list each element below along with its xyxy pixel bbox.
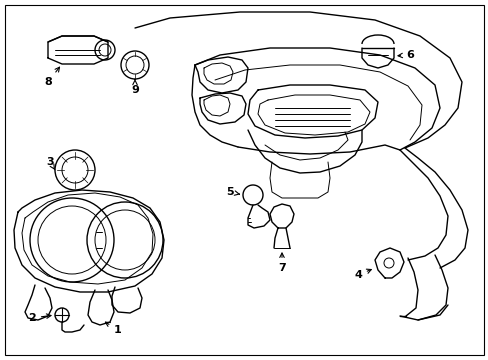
Text: 6: 6 <box>397 50 413 60</box>
Text: 3: 3 <box>46 157 55 170</box>
Text: 8: 8 <box>44 67 60 87</box>
Text: 4: 4 <box>353 269 370 280</box>
Text: 7: 7 <box>278 253 285 273</box>
Text: 1: 1 <box>105 322 122 335</box>
Text: 5: 5 <box>226 187 239 197</box>
Text: 9: 9 <box>131 80 139 95</box>
Text: 2: 2 <box>28 313 51 323</box>
